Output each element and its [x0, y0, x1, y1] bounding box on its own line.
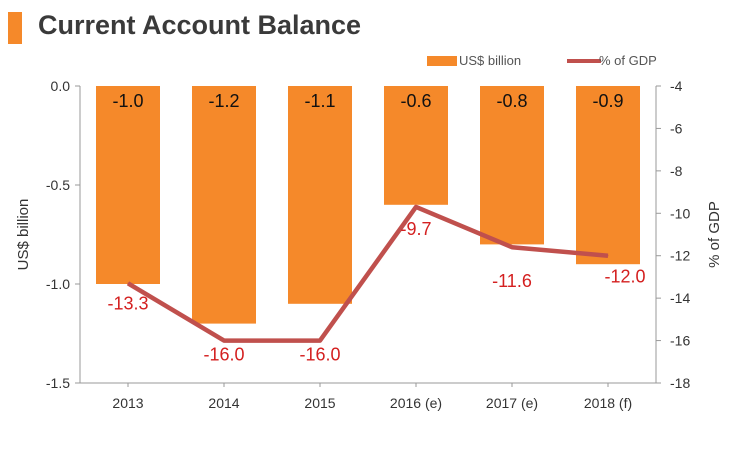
- gdp-point: [223, 340, 225, 342]
- x-tick-label: 2013: [112, 395, 143, 411]
- bar-value-label: -1.2: [208, 91, 239, 111]
- title-accent-bar: [8, 12, 22, 44]
- x-tick-label: 2014: [208, 395, 239, 411]
- right-tick-label: -16: [670, 333, 690, 349]
- gdp-value-label: -13.3: [107, 293, 148, 313]
- bar-value-label: -1.0: [112, 91, 143, 111]
- right-tick-label: -6: [670, 120, 683, 136]
- x-tick-label: 2016 (e): [390, 395, 442, 411]
- gdp-point: [415, 206, 417, 208]
- right-axis-title: % of GDP: [706, 201, 723, 268]
- gdp-value-label: -12.0: [604, 267, 645, 287]
- right-tick-label: -12: [670, 248, 690, 264]
- legend-bar-label: US$ billion: [459, 53, 521, 68]
- bar: [96, 86, 160, 284]
- gdp-value-label: -16.0: [203, 345, 244, 365]
- bar: [480, 86, 544, 245]
- gdp-point: [607, 255, 609, 257]
- bar-value-label: -0.8: [496, 91, 527, 111]
- x-tick-label: 2015: [304, 395, 335, 411]
- bar: [288, 86, 352, 304]
- right-tick-label: -10: [670, 205, 690, 221]
- bar-value-label: -0.6: [400, 91, 431, 111]
- x-tick-label: 2018 (f): [584, 395, 632, 411]
- right-tick-label: -8: [670, 163, 683, 179]
- gdp-point: [319, 340, 321, 342]
- bar: [384, 86, 448, 205]
- gdp-point: [511, 246, 513, 248]
- left-tick-label: -1.5: [46, 375, 70, 391]
- legend-line-label: % of GDP: [599, 53, 657, 68]
- right-tick-label: -14: [670, 290, 690, 306]
- bar-value-label: -0.9: [592, 91, 623, 111]
- gdp-value-label: -16.0: [299, 345, 340, 365]
- bar: [192, 86, 256, 324]
- x-tick-label: 2017 (e): [486, 395, 538, 411]
- bar-value-label: -1.1: [304, 91, 335, 111]
- bar: [576, 86, 640, 265]
- left-tick-label: 0.0: [51, 78, 71, 94]
- chart-title: Current Account Balance: [38, 10, 362, 40]
- gdp-value-label: -11.6: [492, 271, 532, 291]
- gdp-value-label: -9.7: [400, 219, 431, 239]
- legend-bar-swatch: [427, 56, 457, 66]
- right-tick-label: -18: [670, 375, 690, 391]
- right-tick-label: -4: [670, 78, 683, 94]
- left-tick-label: -0.5: [46, 177, 70, 193]
- gdp-point: [127, 282, 129, 284]
- gdp-line: [126, 204, 609, 343]
- left-tick-label: -1.0: [46, 276, 70, 292]
- left-axis-title: US$ billion: [15, 199, 32, 271]
